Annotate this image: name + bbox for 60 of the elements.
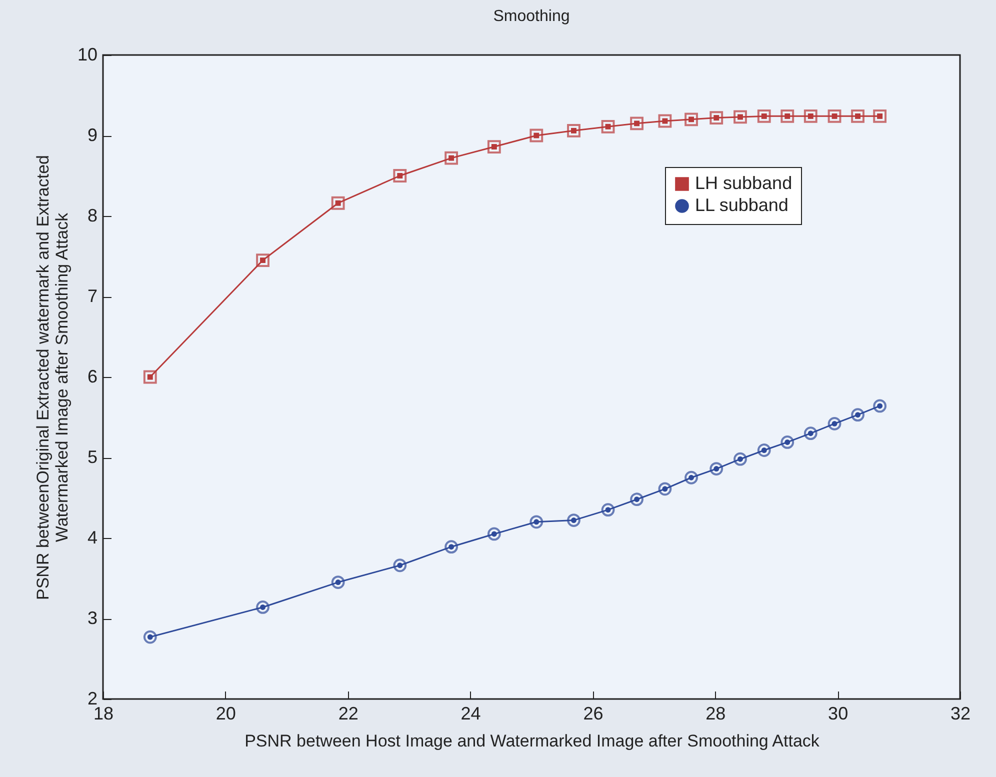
point <box>530 128 544 142</box>
y-tick-label: 4 <box>87 528 98 548</box>
point <box>444 151 458 165</box>
point <box>780 109 794 123</box>
x-tick-label: 22 <box>338 704 358 724</box>
point <box>780 436 794 449</box>
chart-title: Smoothing <box>493 8 570 25</box>
x-tick-label: 24 <box>460 704 481 724</box>
legend-label: LH subband <box>695 173 792 193</box>
x-tick-label: 32 <box>950 704 971 724</box>
point <box>143 370 157 384</box>
point <box>828 417 842 430</box>
legend-label: LL subband <box>695 195 788 215</box>
point <box>873 399 887 413</box>
point <box>684 112 698 126</box>
point <box>256 254 270 267</box>
point <box>630 116 644 130</box>
point <box>444 540 458 554</box>
point <box>710 111 724 124</box>
point <box>658 482 672 496</box>
x-tick-label: 20 <box>216 704 236 724</box>
point <box>530 515 544 529</box>
point <box>393 558 407 572</box>
point <box>393 169 407 182</box>
point <box>567 514 580 527</box>
y-tick-label: 9 <box>87 125 98 145</box>
point <box>804 426 818 440</box>
y-tick-label: 5 <box>87 447 98 467</box>
point <box>684 470 698 484</box>
point <box>331 576 345 589</box>
x-axis-title: PSNR between Host Image and Watermarked Image after Smoothing Attack <box>244 732 820 750</box>
y-tick-label: 8 <box>87 206 98 226</box>
point <box>601 503 615 517</box>
point <box>873 109 887 123</box>
y-tick-label: 10 <box>77 44 98 64</box>
x-tick-label: 28 <box>706 704 726 724</box>
y-tick-label: 6 <box>87 366 98 386</box>
point <box>143 630 157 644</box>
point <box>630 492 644 506</box>
point <box>851 408 864 422</box>
point <box>487 140 501 154</box>
point <box>828 109 842 123</box>
y-tick-label: 7 <box>87 286 98 306</box>
point <box>601 120 615 134</box>
point <box>256 600 270 614</box>
point <box>658 114 672 128</box>
point <box>331 196 345 210</box>
point <box>804 109 818 123</box>
x-tick-label: 26 <box>583 704 604 724</box>
point <box>757 444 771 457</box>
point <box>487 527 501 541</box>
point <box>757 109 771 123</box>
point <box>710 462 724 476</box>
y-axis-title: PSNR betweenOriginal Extracted watermark and Extracted Watermarked Image after Smoothing Attack <box>33 154 72 600</box>
y-tick-label: 3 <box>87 608 98 628</box>
point <box>851 109 864 123</box>
x-tick-label: 30 <box>828 704 848 724</box>
point <box>734 110 747 124</box>
point <box>567 124 580 138</box>
point <box>734 452 747 466</box>
